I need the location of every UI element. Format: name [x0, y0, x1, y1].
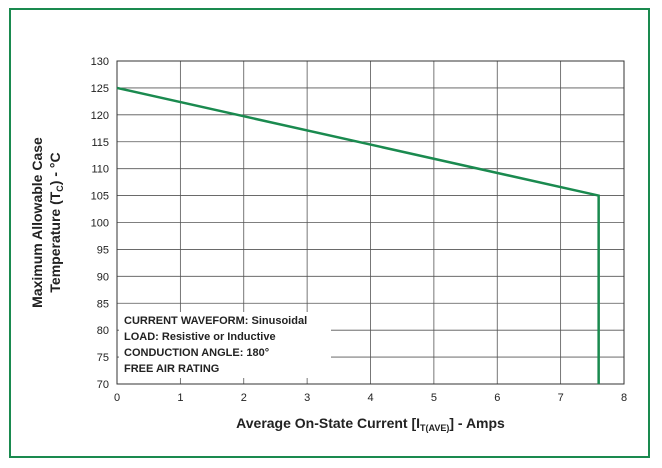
x-tick-label: 6	[494, 392, 500, 404]
x-tick-label: 3	[304, 392, 310, 404]
x-tick-label: 8	[621, 392, 627, 404]
y-tick-label: 105	[91, 191, 109, 203]
y-tick-label: 130	[91, 56, 109, 68]
plot-border	[116, 60, 625, 385]
x-axis-title-sub: T(AVE)	[420, 423, 449, 433]
x-tick-labels: 0 1 2 3 4 5 6 7 8	[114, 392, 627, 404]
y-tick-label: 125	[91, 83, 109, 95]
annotation-line-3: CONDUCTION ANGLE: 180°	[124, 347, 269, 359]
y-axis-title-line-1: Maximum Allowable Case	[29, 137, 45, 308]
y-tick-label: 70	[97, 379, 109, 391]
y-tick-label: 100	[91, 218, 109, 230]
series-group	[116, 86, 600, 384]
y-axis-title-post: ) - °C	[47, 152, 63, 185]
y-tick-label: 90	[97, 271, 109, 283]
series-line	[116, 86, 600, 384]
y-axis-title-sub: C	[55, 185, 65, 192]
annotation-background	[119, 312, 331, 378]
y-axis-title-pre: Temperature (T	[47, 191, 63, 292]
x-axis-title-main: Average On-State Current [I	[236, 415, 420, 431]
y-tick-label: 75	[97, 352, 109, 364]
x-tick-label: 0	[114, 392, 120, 404]
annotation-line-1: CURRENT WAVEFORM: Sinusoidal	[124, 315, 307, 327]
x-axis-title: Average On-State Current [IT(AVE)] - Amp…	[236, 415, 505, 433]
x-tick-label: 4	[367, 392, 373, 404]
x-tick-label: 7	[558, 392, 564, 404]
y-tick-labels: 70 75 80 85 90 95 100 105 110 115 120 125 130	[91, 56, 109, 391]
y-tick-label: 110	[91, 164, 109, 176]
annotation-box: CURRENT WAVEFORM: Sinusoidal LOAD: Resis…	[124, 315, 307, 375]
y-tick-label: 85	[97, 298, 109, 310]
x-tick-label: 5	[431, 392, 437, 404]
y-tick-label: 80	[97, 325, 109, 337]
plot-area	[116, 60, 625, 385]
annotation-line-2: LOAD: Resistive or Inductive	[124, 331, 276, 343]
y-tick-label: 115	[91, 137, 109, 149]
y-tick-label: 95	[97, 244, 109, 256]
x-axis-title-tail: ] - Amps	[449, 415, 505, 431]
y-tick-label: 120	[91, 110, 109, 122]
annotation-line-4: FREE AIR RATING	[124, 363, 219, 375]
x-tick-label: 2	[241, 392, 247, 404]
x-tick-label: 1	[177, 392, 183, 404]
chart-frame	[9, 8, 650, 458]
y-axis-title-line-2: Temperature (TC) - °C	[47, 152, 65, 292]
